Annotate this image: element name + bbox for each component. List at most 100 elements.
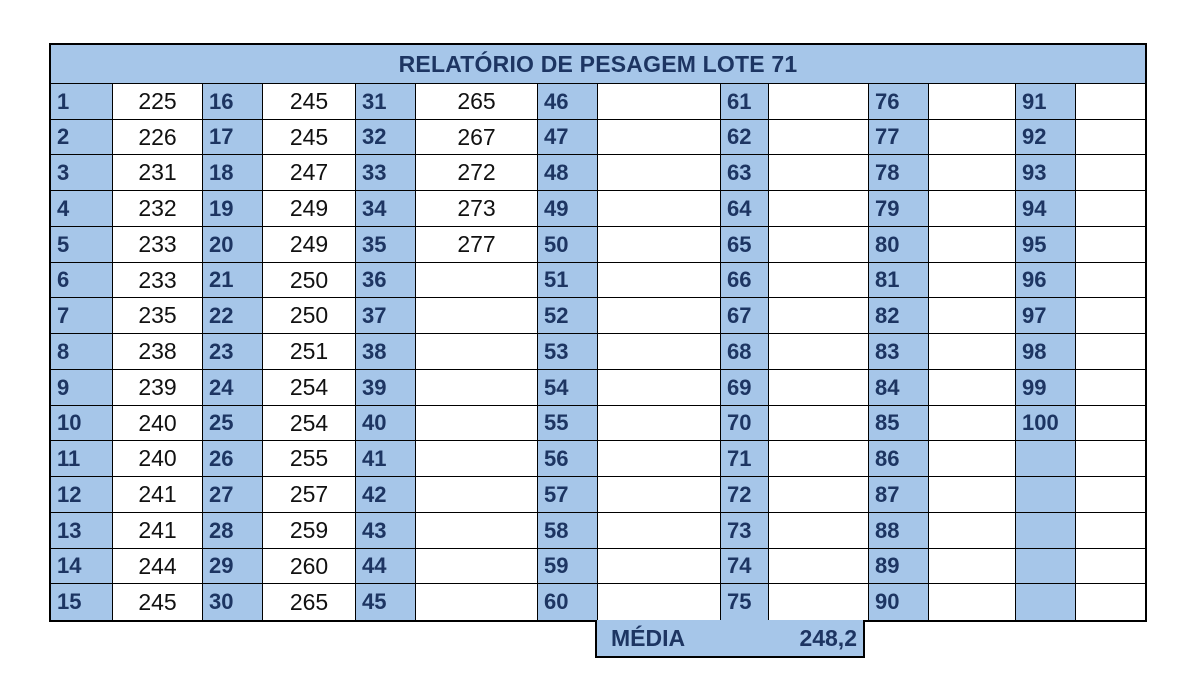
weight-value-cell: 226: [113, 120, 203, 155]
animal-number-cell: 14: [51, 549, 113, 584]
weight-value-cell: [1076, 549, 1145, 584]
animal-number-cell: 43: [356, 513, 416, 549]
animal-number-cell: 21: [203, 263, 263, 298]
animal-number-cell: 82: [869, 298, 929, 334]
weight-value-cell: 265: [416, 84, 538, 120]
weight-value-cell: [416, 406, 538, 441]
weight-value-cell: [598, 406, 721, 441]
weight-value-cell: 244: [113, 549, 203, 584]
average-value: 248,2: [799, 624, 857, 651]
animal-number-cell: 64: [721, 191, 769, 227]
animal-number-cell: 30: [203, 584, 263, 620]
animal-number-cell: 62: [721, 120, 769, 155]
weight-value-cell: [416, 334, 538, 370]
weight-value-cell: [929, 191, 1016, 227]
animal-number-cell: 7: [51, 298, 113, 334]
animal-number-cell: 78: [869, 155, 929, 191]
weight-value-cell: [929, 441, 1016, 477]
weight-value-cell: 265: [263, 584, 356, 620]
weight-value-cell: 249: [263, 191, 356, 227]
weight-value-cell: [929, 370, 1016, 406]
animal-number-cell: 63: [721, 155, 769, 191]
animal-number-cell: 75: [721, 584, 769, 620]
animal-number-cell: 47: [538, 120, 598, 155]
weight-value-cell: [416, 263, 538, 298]
average-box: MÉDIA 248,2: [595, 620, 865, 658]
weight-value-cell: 239: [113, 370, 203, 406]
animal-number-cell: 69: [721, 370, 769, 406]
animal-number-cell: 86: [869, 441, 929, 477]
animal-number-cell: 3: [51, 155, 113, 191]
weight-value-cell: [929, 263, 1016, 298]
animal-number-cell: 73: [721, 513, 769, 549]
animal-number-cell: 61: [721, 84, 769, 120]
animal-number-cell: 84: [869, 370, 929, 406]
weight-value-cell: [929, 120, 1016, 155]
weight-value-cell: 241: [113, 513, 203, 549]
weight-value-cell: 245: [113, 584, 203, 620]
animal-number-cell: 46: [538, 84, 598, 120]
animal-number-cell: 92: [1016, 120, 1076, 155]
empty-index-cell: [1016, 441, 1076, 477]
animal-number-cell: 76: [869, 84, 929, 120]
animal-number-cell: 95: [1016, 227, 1076, 263]
animal-number-cell: 11: [51, 441, 113, 477]
weight-value-cell: [1076, 441, 1145, 477]
weight-value-cell: [929, 227, 1016, 263]
animal-number-cell: 68: [721, 334, 769, 370]
weight-value-cell: [416, 370, 538, 406]
weight-value-cell: [1076, 191, 1145, 227]
empty-index-cell: [1016, 549, 1076, 584]
animal-number-cell: 13: [51, 513, 113, 549]
animal-number-cell: 66: [721, 263, 769, 298]
weight-value-cell: [1076, 334, 1145, 370]
animal-number-cell: 52: [538, 298, 598, 334]
weight-value-cell: [1076, 406, 1145, 441]
animal-number-cell: 49: [538, 191, 598, 227]
animal-number-cell: 53: [538, 334, 598, 370]
weight-value-cell: [598, 370, 721, 406]
report-title: RELATÓRIO DE PESAGEM LOTE 71: [51, 45, 1145, 84]
weight-value-cell: [598, 584, 721, 620]
animal-number-cell: 67: [721, 298, 769, 334]
weight-value-cell: [1076, 584, 1145, 620]
animal-number-cell: 6: [51, 263, 113, 298]
weight-value-cell: 231: [113, 155, 203, 191]
animal-number-cell: 94: [1016, 191, 1076, 227]
animal-number-cell: 12: [51, 477, 113, 513]
animal-number-cell: 15: [51, 584, 113, 620]
animal-number-cell: 31: [356, 84, 416, 120]
weight-value-cell: [598, 334, 721, 370]
animal-number-cell: 27: [203, 477, 263, 513]
weight-value-cell: [1076, 155, 1145, 191]
weight-value-cell: [1076, 298, 1145, 334]
weight-value-cell: 277: [416, 227, 538, 263]
weight-value-cell: 245: [263, 120, 356, 155]
weight-value-cell: 235: [113, 298, 203, 334]
weight-value-cell: 257: [263, 477, 356, 513]
animal-number-cell: 87: [869, 477, 929, 513]
animal-number-cell: 23: [203, 334, 263, 370]
animal-number-cell: 65: [721, 227, 769, 263]
weight-value-cell: 245: [263, 84, 356, 120]
weight-value-cell: 267: [416, 120, 538, 155]
weight-value-cell: [598, 513, 721, 549]
animal-number-cell: 74: [721, 549, 769, 584]
weight-value-cell: [769, 263, 869, 298]
animal-number-cell: 83: [869, 334, 929, 370]
weight-value-cell: [416, 298, 538, 334]
weight-value-cell: 240: [113, 441, 203, 477]
animal-number-cell: 48: [538, 155, 598, 191]
animal-number-cell: 96: [1016, 263, 1076, 298]
animal-number-cell: 98: [1016, 334, 1076, 370]
animal-number-cell: 58: [538, 513, 598, 549]
animal-number-cell: 38: [356, 334, 416, 370]
weight-value-cell: [929, 84, 1016, 120]
weights-grid: 1 225 2 226 3 231 4 232 5 233 6 233 7 235 8 238 9 239 10 24…: [51, 84, 1145, 620]
animal-number-cell: 40: [356, 406, 416, 441]
animal-number-cell: 51: [538, 263, 598, 298]
weight-value-cell: 250: [263, 298, 356, 334]
weight-value-cell: [769, 298, 869, 334]
animal-number-cell: 9: [51, 370, 113, 406]
weight-value-cell: 260: [263, 549, 356, 584]
